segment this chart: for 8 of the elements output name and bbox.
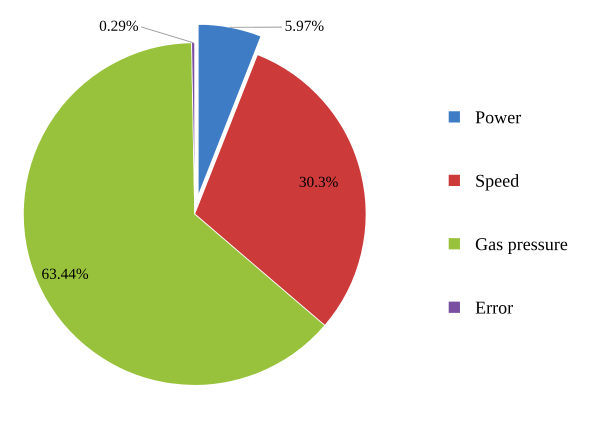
legend-label: Gas pressure	[476, 238, 568, 254]
legend-label: Error	[476, 302, 514, 314]
data-label: 30.3%	[300, 176, 338, 188]
legend-label: Speed	[476, 174, 519, 191]
data-label: 0.29%	[100, 20, 138, 31]
legend-label: Power	[476, 111, 522, 124]
data-label: 63.44%	[42, 268, 88, 279]
data-label: 5.97%	[286, 20, 324, 31]
